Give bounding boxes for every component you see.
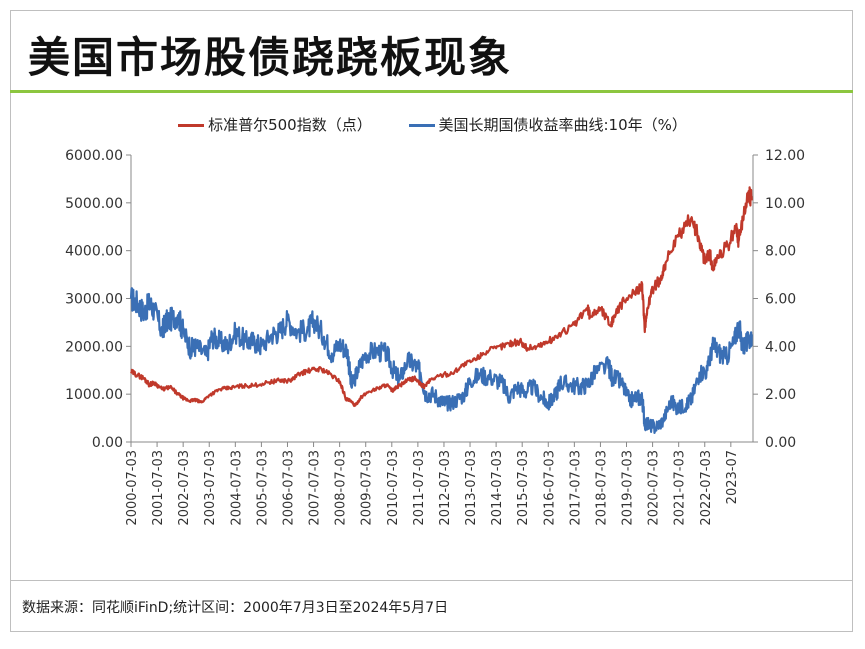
x-tick-label: 2020-07-03: [647, 450, 662, 526]
x-tick-label: 2000-07-03: [125, 450, 140, 526]
y-left-tick-label: 3000.00: [65, 292, 123, 308]
source-footnote: 数据来源：同花顺iFinD;统计区间：2000年7月3日至2024年5月7日: [22, 600, 449, 616]
x-tick-label: 2011-07-03: [412, 450, 427, 526]
y-left-tick-label: 1000.00: [65, 387, 123, 403]
footnote-divider: [10, 580, 853, 581]
y-left-tick-label: 0.00: [92, 435, 123, 451]
y-right-tick-label: 2.00: [765, 387, 796, 403]
legend-label-treasury: 美国长期国债收益率曲线:10年（%）: [438, 116, 687, 134]
x-tick-label: 2015-07-03: [516, 450, 531, 526]
x-tick-label: 2006-07-03: [281, 450, 296, 526]
x-tick-label: 2008-07-03: [334, 450, 349, 526]
x-tick-label: 2003-07-03: [203, 450, 218, 526]
chart-frame: [10, 10, 853, 632]
y-right-tick-label: 6.00: [765, 292, 796, 308]
y-right-tick-label: 8.00: [765, 244, 796, 260]
x-tick-label: 2019-07-03: [621, 450, 636, 526]
x-tick-label: 2021-07-03: [673, 450, 688, 526]
x-tick-label: 2018-07-03: [594, 450, 609, 526]
legend-swatch-sp500: [178, 124, 205, 127]
x-tick-label: 2004-07-03: [229, 450, 244, 526]
y-right-tick-label: 10.00: [765, 196, 805, 212]
page-title: 美国市场股债跷跷板现象: [28, 33, 513, 82]
legend-item-sp500: 标准普尔500指数（点）: [178, 114, 372, 135]
x-tick-label: 2001-07-03: [151, 450, 166, 526]
y-left-tick-label: 2000.00: [65, 339, 123, 355]
x-tick-label: 2009-07-03: [360, 450, 375, 526]
y-left-tick-label: 4000.00: [65, 244, 123, 260]
x-tick-label: 2005-07-03: [255, 450, 270, 526]
legend-label-sp500: 标准普尔500指数（点）: [208, 116, 372, 134]
legend-item-treasury: 美国长期国债收益率曲线:10年（%）: [408, 114, 687, 135]
x-tick-label: 2007-07-03: [308, 450, 323, 526]
x-tick-label: 2022-07-03: [699, 450, 714, 526]
y-right-tick-label: 12.00: [765, 148, 805, 164]
legend-swatch-treasury: [408, 124, 435, 127]
x-tick-label: 2014-07-03: [490, 450, 505, 526]
x-tick-label: 2013-07-03: [464, 450, 479, 526]
x-tick-label: 2023-07: [725, 450, 740, 504]
series-line-sp500: [130, 186, 753, 407]
series-line-treasury-10y: [129, 287, 753, 434]
y-left-tick-label: 5000.00: [65, 196, 123, 212]
y-right-tick-label: 0.00: [765, 435, 796, 451]
x-tick-label: 2002-07-03: [177, 450, 192, 526]
x-tick-label: 2010-07-03: [386, 450, 401, 526]
x-tick-label: 2016-07-03: [542, 450, 557, 526]
y-right-tick-label: 4.00: [765, 339, 796, 355]
chart-legend: 标准普尔500指数（点） 美国长期国债收益率曲线:10年（%）: [0, 114, 865, 135]
title-underline: [10, 90, 853, 93]
y-left-tick-label: 6000.00: [65, 148, 123, 164]
x-tick-label: 2017-07-03: [568, 450, 583, 526]
x-tick-label: 2012-07-03: [438, 450, 453, 526]
